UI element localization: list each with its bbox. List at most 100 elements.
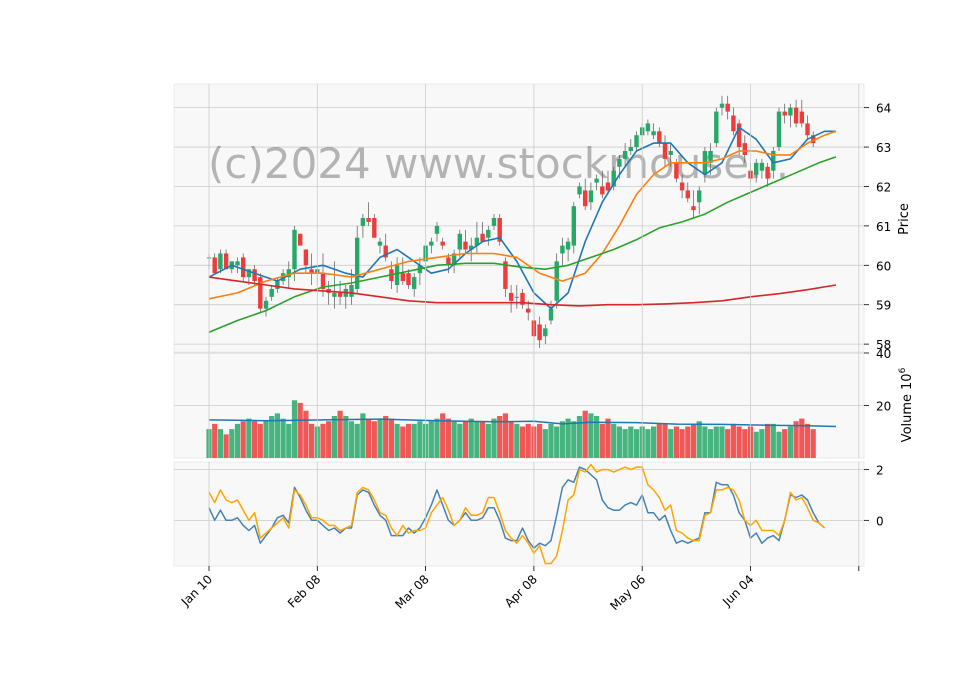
candle-body	[252, 269, 257, 282]
x-tick-label: Mar 08	[392, 572, 431, 611]
volume-bar	[360, 413, 366, 458]
volume-bar	[394, 423, 400, 458]
volume-bar	[320, 423, 326, 458]
volume-bar	[793, 421, 799, 458]
candle-body	[605, 182, 611, 191]
volume-bar	[297, 402, 303, 458]
volume-bar	[588, 413, 594, 458]
candle-body	[611, 170, 616, 187]
candle-body	[298, 233, 303, 246]
volume-bar	[440, 413, 446, 458]
volume-bar	[548, 423, 554, 458]
candle-body	[685, 190, 690, 199]
x-tick-label: Jun 04	[719, 572, 756, 609]
candle-body	[332, 292, 337, 297]
candle-body	[548, 308, 554, 321]
moving-average-line-ma-mid	[208, 130, 837, 300]
candle-body	[218, 253, 223, 270]
candle-body	[697, 190, 702, 203]
price-axis-label: Price	[897, 203, 912, 235]
volume-bar	[240, 421, 246, 458]
volume-bar	[599, 423, 605, 458]
candle-body	[788, 107, 793, 116]
candle-body	[691, 206, 696, 211]
price-tick-label: 61	[876, 220, 891, 234]
candle-body	[497, 218, 502, 242]
candle-body	[537, 324, 542, 341]
volume-bar	[291, 400, 298, 458]
price-tick-label: 64	[876, 102, 891, 116]
volume-bar	[810, 429, 816, 458]
volume-bar	[525, 423, 531, 458]
candle-body	[793, 107, 799, 124]
volume-bar	[765, 423, 771, 458]
volume-tick-label: 20	[876, 400, 891, 414]
candle-body	[303, 249, 309, 266]
volume-bar	[787, 426, 793, 458]
candle-body	[811, 135, 816, 144]
x-tick-label: Apr 08	[502, 572, 540, 610]
candle-body	[258, 277, 263, 309]
candle-body	[782, 111, 787, 116]
volume-bar	[468, 418, 474, 458]
volume-bar	[269, 416, 275, 458]
moving-average-line-ma-longest	[208, 276, 837, 307]
volume-bar	[628, 426, 634, 458]
indicator-line-indicator-2	[208, 463, 826, 565]
volume-bar	[582, 410, 588, 458]
volume-bar	[223, 434, 229, 458]
candle-body	[355, 237, 360, 289]
volume-bar	[696, 421, 702, 458]
candle-body	[719, 103, 725, 108]
price-tick-label: 60	[876, 259, 891, 273]
volume-bar	[725, 429, 731, 458]
candle-body	[451, 253, 457, 266]
candle-body	[275, 281, 280, 289]
volume-bar	[212, 423, 218, 458]
candle-body	[668, 151, 673, 155]
candle-body	[246, 269, 252, 278]
candle-body	[600, 186, 605, 195]
candle-body	[731, 115, 736, 132]
x-tick-label: Jan 10	[178, 572, 215, 609]
volume-bar	[480, 421, 486, 458]
volume-bar	[542, 429, 548, 458]
volume-bar	[326, 421, 332, 458]
candle-body	[429, 241, 434, 246]
candle-body	[406, 273, 411, 285]
candle-body	[446, 257, 451, 266]
volume-bar	[782, 429, 788, 458]
volume-bar	[377, 418, 383, 458]
candle-body	[742, 143, 747, 155]
candle-body	[223, 253, 229, 270]
volume-bar	[502, 413, 508, 458]
candle-body	[771, 151, 776, 171]
volume-bar	[462, 421, 469, 458]
candle-body	[571, 206, 576, 246]
candle-body	[674, 162, 679, 179]
candle-body	[474, 237, 480, 246]
candle-body	[526, 308, 531, 313]
candle-body	[651, 131, 656, 136]
candle-body	[657, 131, 662, 144]
volume-bar	[400, 426, 406, 458]
volume-bar	[405, 423, 412, 458]
volume-bar	[651, 426, 657, 458]
volume-bar	[679, 429, 685, 458]
volume-bar	[217, 429, 223, 458]
volume-bar	[702, 426, 708, 458]
indicator-panel: 02	[173, 461, 884, 567]
volume-bar	[730, 423, 736, 458]
candle-body	[805, 123, 810, 136]
volume-bar	[736, 426, 742, 458]
volume-bar	[656, 423, 662, 458]
candle-body	[708, 151, 713, 163]
price-tick-label: 58	[876, 338, 891, 352]
candle-body	[543, 328, 548, 337]
volume-axis-label: Volume 106	[898, 367, 915, 442]
candle-body	[412, 277, 417, 289]
price-tick-label: 59	[876, 299, 891, 313]
candle-body	[292, 229, 297, 270]
